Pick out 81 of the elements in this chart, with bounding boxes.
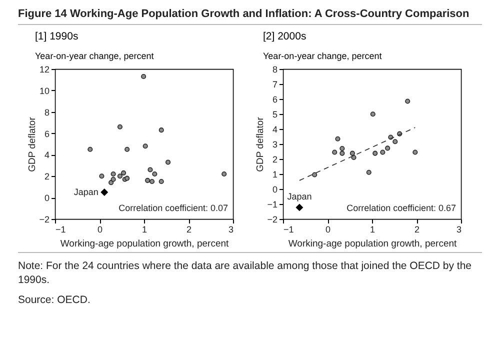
- annotation: Correlation coefficient: 0.67: [346, 203, 456, 213]
- chart-subtitle: [2] 2000s: [263, 30, 306, 42]
- x-tick-label: −1: [284, 224, 294, 234]
- point: [110, 171, 116, 177]
- point: [158, 128, 164, 133]
- point: [385, 146, 390, 151]
- x-tick-label: −1: [56, 224, 66, 234]
- y-axis-title: GDP deflator: [27, 117, 38, 172]
- y-tick-label: 4: [272, 124, 278, 134]
- point: [405, 98, 410, 104]
- y-tick-label: −2: [267, 214, 278, 224]
- x-tick-label: 0: [325, 224, 331, 234]
- point: [148, 167, 153, 172]
- point: [340, 146, 345, 152]
- text: Year-on-year change, percent: [35, 51, 154, 61]
- point: [166, 160, 171, 165]
- point: [99, 174, 104, 179]
- point: [124, 146, 130, 152]
- point: [296, 204, 304, 212]
- point: [121, 170, 126, 176]
- x-tick-label: 2: [186, 224, 192, 234]
- y-tick-label: 6: [272, 94, 278, 104]
- point: [366, 170, 372, 175]
- x-axis-title: Working-age population growth, percent: [60, 238, 229, 250]
- x-tick-label: 2: [414, 224, 420, 234]
- y-tick-label: −2: [39, 214, 50, 224]
- x-tick-label: 3: [456, 224, 462, 234]
- y-tick-label: 2: [44, 172, 50, 182]
- y-axis-title: GDP deflator: [255, 117, 266, 172]
- point: [100, 188, 108, 196]
- source-note: Source: OECD.: [18, 293, 92, 308]
- point: [88, 146, 93, 152]
- point: [332, 150, 338, 155]
- point: [412, 150, 418, 155]
- point: [117, 174, 122, 179]
- point: [141, 74, 146, 80]
- chart-subtitle: [1] 1990s: [35, 30, 78, 42]
- y-tick-label: 12: [39, 64, 50, 74]
- point: [335, 136, 340, 142]
- point: [117, 124, 122, 130]
- point: [350, 150, 355, 156]
- chart-title: Figure 14 Working-Age Population Growth and Inflation: A Cross-Country Comparison: [17, 7, 470, 22]
- text: Year-on-year change, percent: [263, 51, 382, 61]
- y-tick-label: 8: [44, 107, 50, 118]
- point: [124, 176, 130, 181]
- x-tick-label: 0: [97, 224, 103, 234]
- point: [312, 172, 318, 178]
- annotation: Correlation coefficient: 0.07: [118, 203, 228, 213]
- point: [370, 112, 376, 117]
- point: [108, 180, 114, 186]
- point: [372, 150, 378, 156]
- point: [142, 144, 148, 149]
- x-tick-label: 1: [142, 224, 148, 234]
- x-axis-title: Working-age population growth, percent: [288, 238, 457, 250]
- y-tick-label: 10: [39, 86, 50, 96]
- y-tick-label: −1: [267, 200, 278, 210]
- series-label: Japan: [74, 187, 98, 198]
- y-tick-label: 0: [272, 184, 278, 194]
- y-tick-label: 8: [272, 64, 278, 74]
- series-label: Japan: [287, 191, 312, 202]
- y-tick-label: 1: [272, 170, 278, 180]
- x-tick-label: 3: [228, 224, 234, 234]
- y-tick-label: 0: [44, 193, 50, 204]
- x-tick-label: 1: [370, 224, 376, 234]
- point: [222, 171, 227, 177]
- point: [149, 178, 155, 184]
- point: [351, 154, 356, 160]
- point: [152, 171, 158, 177]
- point: [392, 139, 398, 144]
- point: [110, 176, 116, 182]
- y-tick-label: 2: [272, 154, 278, 164]
- y-tick-label: 4: [44, 150, 50, 160]
- point: [145, 178, 150, 183]
- y-tick-label: 6: [44, 128, 50, 139]
- point: [380, 150, 386, 155]
- text: Note: For the 24 countries where the data are available among those that joined the OECD by the 1990s.: [18, 259, 473, 288]
- y-tick-label: 7: [272, 80, 278, 90]
- y-tick-label: 3: [272, 140, 278, 150]
- point: [158, 178, 164, 184]
- point: [340, 150, 345, 156]
- y-tick-label: 5: [272, 110, 278, 120]
